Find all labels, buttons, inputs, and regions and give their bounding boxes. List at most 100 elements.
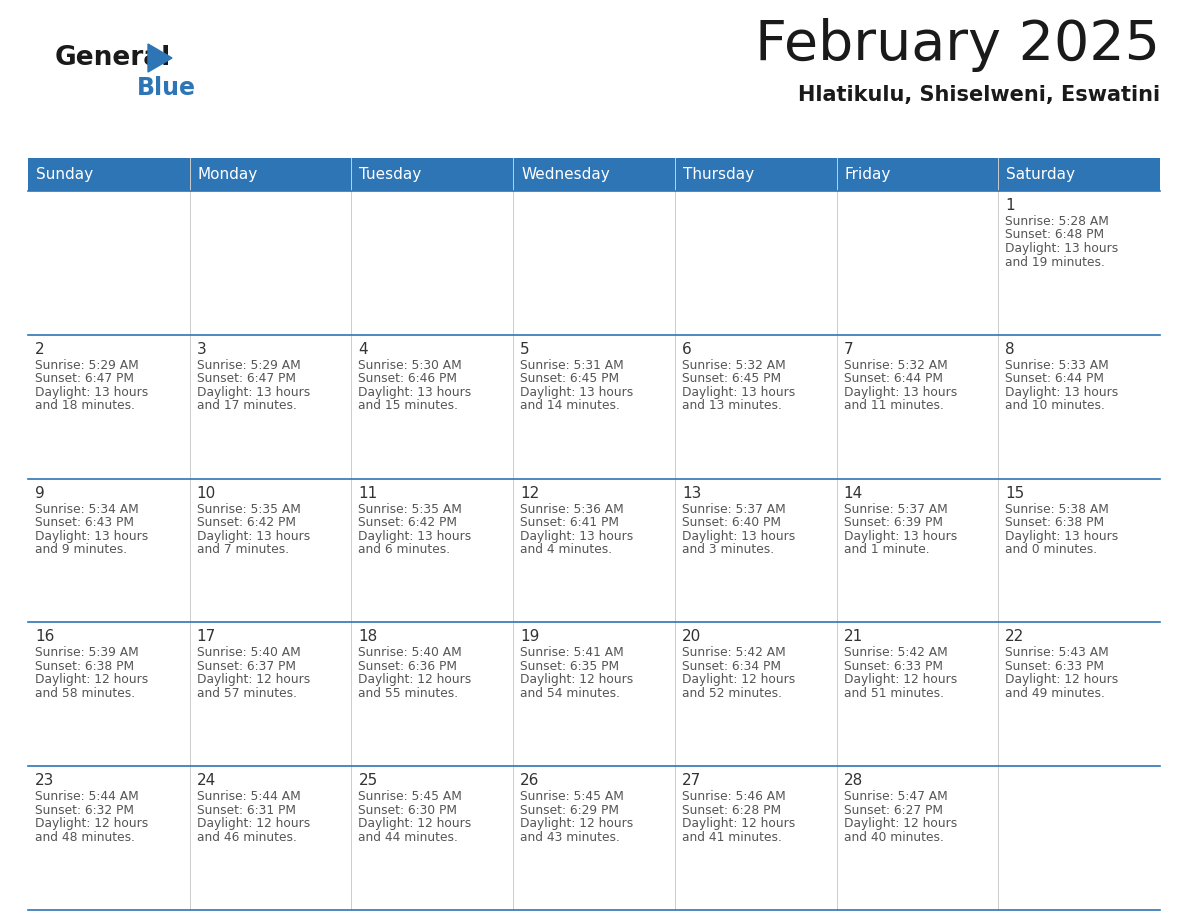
Text: 6: 6 bbox=[682, 341, 691, 357]
Text: and 54 minutes.: and 54 minutes. bbox=[520, 687, 620, 700]
Text: Daylight: 12 hours: Daylight: 12 hours bbox=[359, 817, 472, 830]
Text: 22: 22 bbox=[1005, 630, 1024, 644]
Text: and 55 minutes.: and 55 minutes. bbox=[359, 687, 459, 700]
Text: Daylight: 12 hours: Daylight: 12 hours bbox=[520, 817, 633, 830]
Text: and 44 minutes.: and 44 minutes. bbox=[359, 831, 459, 844]
Text: 27: 27 bbox=[682, 773, 701, 789]
Text: Daylight: 13 hours: Daylight: 13 hours bbox=[843, 386, 956, 398]
Text: Sunset: 6:38 PM: Sunset: 6:38 PM bbox=[1005, 516, 1105, 529]
Bar bbox=[29, 622, 1159, 767]
Text: Sunrise: 5:44 AM: Sunrise: 5:44 AM bbox=[34, 790, 139, 803]
Text: and 9 minutes.: and 9 minutes. bbox=[34, 543, 127, 556]
Text: and 57 minutes.: and 57 minutes. bbox=[197, 687, 297, 700]
Text: 17: 17 bbox=[197, 630, 216, 644]
Text: Hlatikulu, Shiselweni, Eswatini: Hlatikulu, Shiselweni, Eswatini bbox=[798, 85, 1159, 105]
Bar bbox=[29, 191, 1159, 335]
Text: and 17 minutes.: and 17 minutes. bbox=[197, 399, 297, 412]
Text: Daylight: 12 hours: Daylight: 12 hours bbox=[359, 674, 472, 687]
Text: Sunset: 6:38 PM: Sunset: 6:38 PM bbox=[34, 660, 134, 673]
Text: and 58 minutes.: and 58 minutes. bbox=[34, 687, 135, 700]
Text: and 4 minutes.: and 4 minutes. bbox=[520, 543, 612, 556]
Text: General: General bbox=[55, 45, 171, 71]
Text: 10: 10 bbox=[197, 486, 216, 500]
Text: Daylight: 13 hours: Daylight: 13 hours bbox=[1005, 242, 1119, 255]
Text: Sunrise: 5:35 AM: Sunrise: 5:35 AM bbox=[197, 502, 301, 516]
Text: and 10 minutes.: and 10 minutes. bbox=[1005, 399, 1105, 412]
Text: Wednesday: Wednesday bbox=[522, 167, 609, 182]
Text: Saturday: Saturday bbox=[1006, 167, 1075, 182]
Bar bbox=[29, 158, 1159, 191]
Text: 5: 5 bbox=[520, 341, 530, 357]
Text: Sunset: 6:29 PM: Sunset: 6:29 PM bbox=[520, 803, 619, 817]
Bar bbox=[29, 478, 1159, 622]
Text: and 7 minutes.: and 7 minutes. bbox=[197, 543, 289, 556]
Text: 28: 28 bbox=[843, 773, 862, 789]
Text: Daylight: 13 hours: Daylight: 13 hours bbox=[682, 386, 795, 398]
Text: Sunset: 6:37 PM: Sunset: 6:37 PM bbox=[197, 660, 296, 673]
Text: Sunrise: 5:45 AM: Sunrise: 5:45 AM bbox=[359, 790, 462, 803]
Text: Sunrise: 5:40 AM: Sunrise: 5:40 AM bbox=[197, 646, 301, 659]
Text: Sunset: 6:44 PM: Sunset: 6:44 PM bbox=[1005, 373, 1105, 386]
Text: Daylight: 13 hours: Daylight: 13 hours bbox=[34, 530, 148, 543]
Text: Sunset: 6:43 PM: Sunset: 6:43 PM bbox=[34, 516, 134, 529]
Text: 2: 2 bbox=[34, 341, 45, 357]
Text: Sunrise: 5:37 AM: Sunrise: 5:37 AM bbox=[682, 502, 785, 516]
Text: Sunset: 6:45 PM: Sunset: 6:45 PM bbox=[682, 373, 781, 386]
Text: Daylight: 13 hours: Daylight: 13 hours bbox=[520, 386, 633, 398]
Text: Sunrise: 5:37 AM: Sunrise: 5:37 AM bbox=[843, 502, 947, 516]
Text: 15: 15 bbox=[1005, 486, 1024, 500]
Text: Sunset: 6:36 PM: Sunset: 6:36 PM bbox=[359, 660, 457, 673]
Text: and 11 minutes.: and 11 minutes. bbox=[843, 399, 943, 412]
Text: Sunday: Sunday bbox=[36, 167, 93, 182]
Text: Daylight: 13 hours: Daylight: 13 hours bbox=[359, 530, 472, 543]
Text: Sunrise: 5:34 AM: Sunrise: 5:34 AM bbox=[34, 502, 139, 516]
Text: Sunset: 6:28 PM: Sunset: 6:28 PM bbox=[682, 803, 781, 817]
Text: Daylight: 12 hours: Daylight: 12 hours bbox=[843, 674, 956, 687]
Text: Daylight: 13 hours: Daylight: 13 hours bbox=[34, 386, 148, 398]
Text: Daylight: 13 hours: Daylight: 13 hours bbox=[843, 530, 956, 543]
Text: Sunrise: 5:46 AM: Sunrise: 5:46 AM bbox=[682, 790, 785, 803]
Text: 1: 1 bbox=[1005, 198, 1015, 213]
Text: Daylight: 12 hours: Daylight: 12 hours bbox=[1005, 674, 1119, 687]
Text: 20: 20 bbox=[682, 630, 701, 644]
Text: Daylight: 13 hours: Daylight: 13 hours bbox=[1005, 530, 1119, 543]
Text: Daylight: 13 hours: Daylight: 13 hours bbox=[359, 386, 472, 398]
Polygon shape bbox=[148, 44, 172, 72]
Text: Daylight: 12 hours: Daylight: 12 hours bbox=[682, 674, 795, 687]
Text: 4: 4 bbox=[359, 341, 368, 357]
Text: Sunset: 6:32 PM: Sunset: 6:32 PM bbox=[34, 803, 134, 817]
Text: and 41 minutes.: and 41 minutes. bbox=[682, 831, 782, 844]
Text: and 13 minutes.: and 13 minutes. bbox=[682, 399, 782, 412]
Text: and 1 minute.: and 1 minute. bbox=[843, 543, 929, 556]
Text: Sunset: 6:40 PM: Sunset: 6:40 PM bbox=[682, 516, 781, 529]
Text: Sunset: 6:42 PM: Sunset: 6:42 PM bbox=[359, 516, 457, 529]
Text: Tuesday: Tuesday bbox=[360, 167, 422, 182]
Text: Sunrise: 5:47 AM: Sunrise: 5:47 AM bbox=[843, 790, 947, 803]
Text: 18: 18 bbox=[359, 630, 378, 644]
Text: Sunrise: 5:38 AM: Sunrise: 5:38 AM bbox=[1005, 502, 1110, 516]
Text: 21: 21 bbox=[843, 630, 862, 644]
Text: Sunset: 6:48 PM: Sunset: 6:48 PM bbox=[1005, 229, 1105, 241]
Text: Sunset: 6:39 PM: Sunset: 6:39 PM bbox=[843, 516, 942, 529]
Text: Sunrise: 5:29 AM: Sunrise: 5:29 AM bbox=[34, 359, 139, 372]
Text: February 2025: February 2025 bbox=[756, 18, 1159, 72]
Text: Sunset: 6:33 PM: Sunset: 6:33 PM bbox=[1005, 660, 1105, 673]
Text: Sunset: 6:35 PM: Sunset: 6:35 PM bbox=[520, 660, 619, 673]
Text: 9: 9 bbox=[34, 486, 45, 500]
Text: Sunrise: 5:29 AM: Sunrise: 5:29 AM bbox=[197, 359, 301, 372]
Text: and 15 minutes.: and 15 minutes. bbox=[359, 399, 459, 412]
Text: 19: 19 bbox=[520, 630, 539, 644]
Text: Sunrise: 5:32 AM: Sunrise: 5:32 AM bbox=[843, 359, 947, 372]
Text: Daylight: 13 hours: Daylight: 13 hours bbox=[520, 530, 633, 543]
Text: Sunrise: 5:32 AM: Sunrise: 5:32 AM bbox=[682, 359, 785, 372]
Text: Sunrise: 5:39 AM: Sunrise: 5:39 AM bbox=[34, 646, 139, 659]
Text: 24: 24 bbox=[197, 773, 216, 789]
Text: Daylight: 12 hours: Daylight: 12 hours bbox=[34, 674, 148, 687]
Text: Sunset: 6:47 PM: Sunset: 6:47 PM bbox=[34, 373, 134, 386]
Bar bbox=[29, 335, 1159, 478]
Text: Sunrise: 5:41 AM: Sunrise: 5:41 AM bbox=[520, 646, 624, 659]
Text: and 14 minutes.: and 14 minutes. bbox=[520, 399, 620, 412]
Text: and 0 minutes.: and 0 minutes. bbox=[1005, 543, 1098, 556]
Text: 8: 8 bbox=[1005, 341, 1015, 357]
Text: Daylight: 12 hours: Daylight: 12 hours bbox=[520, 674, 633, 687]
